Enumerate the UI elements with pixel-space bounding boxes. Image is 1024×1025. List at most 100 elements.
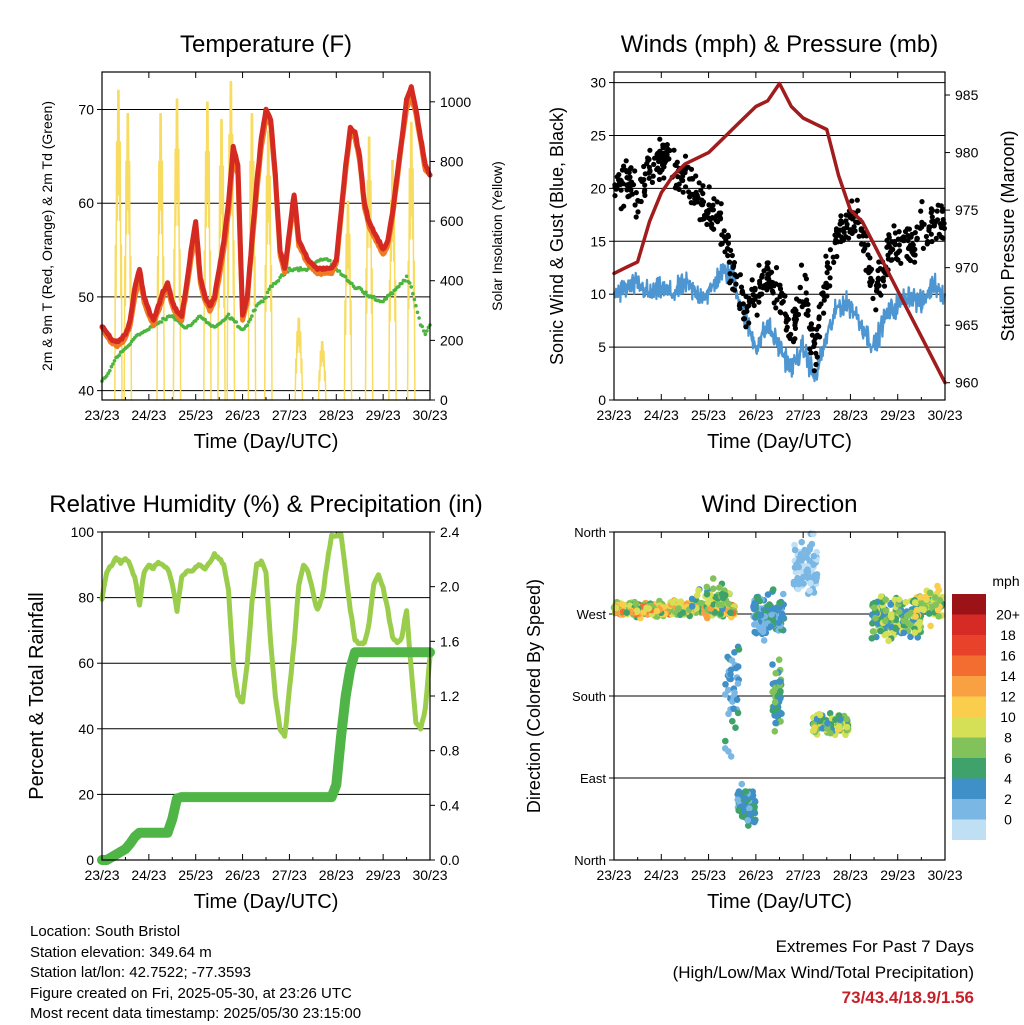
direction-point [800, 580, 807, 587]
dewpoint-point [337, 269, 342, 273]
dewpoint-point [128, 342, 132, 347]
solar-insolation-line [293, 317, 304, 401]
direction-point [935, 613, 942, 620]
direction-point [774, 706, 781, 713]
gust-point [853, 219, 859, 225]
gust-point [813, 350, 819, 356]
gust-point [803, 276, 810, 282]
direction-point [632, 600, 640, 608]
gust-point [729, 252, 735, 259]
direction-point [810, 727, 817, 734]
direction-point [887, 601, 894, 608]
gust-point [798, 262, 805, 268]
direction-point [669, 599, 676, 606]
gust-point [905, 237, 911, 244]
gust-point [939, 208, 946, 214]
gust-point [641, 163, 647, 170]
dewpoint-point [328, 258, 332, 263]
direction-point [740, 802, 747, 809]
gust-point [632, 202, 638, 208]
gust-point [814, 326, 820, 332]
dewpoint-point [343, 275, 348, 279]
direction-point [801, 546, 808, 554]
x-axis-label: Time (Day/UTC) [707, 431, 852, 453]
gust-point [617, 181, 624, 187]
direction-point [767, 623, 775, 630]
y-tick-label: 60 [78, 195, 94, 211]
x-tick-label: 28/23 [833, 407, 868, 423]
gust-point [766, 276, 772, 283]
direction-point [768, 611, 775, 618]
gust-point [876, 290, 883, 296]
gust-point [838, 238, 844, 245]
y-tick-label: 80 [78, 590, 94, 606]
direction-point [734, 709, 742, 717]
direction-point [900, 629, 908, 636]
y2-tick-label: 0.0 [440, 852, 460, 868]
gust-point [633, 190, 639, 196]
gust-point [895, 249, 901, 256]
gust-point [787, 335, 793, 342]
gust-point [646, 175, 652, 181]
y-tick-label: 10 [590, 286, 606, 302]
gust-point [642, 182, 648, 188]
direction-point [797, 551, 805, 558]
gust-point [626, 175, 632, 181]
station-latlon: Station lat/lon: 42.7522; -77.3593 [30, 964, 252, 981]
direction-point [688, 595, 696, 603]
direction-point [843, 715, 850, 723]
gust-point [774, 297, 780, 303]
direction-point [872, 614, 879, 622]
gust-point [926, 225, 932, 231]
direction-point [776, 599, 783, 607]
colorbar-swatch [952, 614, 986, 635]
solar-insolation-line [155, 112, 166, 401]
gust-point [843, 218, 849, 224]
gust-point [932, 220, 938, 226]
colorbar-swatch [952, 758, 986, 779]
direction-point [804, 566, 811, 573]
solar-insolation-line [122, 112, 133, 401]
colorbar-label: 8 [1004, 730, 1012, 746]
gust-point [773, 265, 780, 271]
plot-border [101, 531, 431, 861]
gust-point [651, 161, 657, 167]
direction-point [724, 686, 732, 694]
direction-point [819, 725, 826, 732]
gust-point [752, 287, 758, 293]
gust-point [856, 233, 862, 239]
direction-point [803, 554, 810, 561]
colorbar-label: 4 [1004, 771, 1012, 787]
gust-point [614, 174, 620, 180]
solar-insolation-line [172, 98, 182, 401]
gust-point [921, 221, 927, 227]
gust-point [727, 271, 733, 277]
direction-point [710, 585, 717, 592]
gust-point [805, 312, 811, 318]
direction-point [775, 619, 783, 626]
y2-tick-label: 0 [440, 392, 448, 408]
gust-point [929, 238, 935, 245]
dewpoint-point [203, 317, 207, 322]
direction-point [742, 788, 750, 795]
gust-point [717, 216, 724, 222]
gust-point [914, 237, 920, 243]
dewpoint-point [265, 290, 270, 295]
gust-point [662, 152, 669, 158]
direction-point [807, 579, 814, 587]
y2-tick-label: 960 [955, 375, 979, 391]
gust-point [683, 184, 689, 190]
gust-point [757, 281, 763, 287]
gust-point [881, 283, 888, 289]
direction-point [927, 622, 934, 630]
gust-point [884, 244, 890, 250]
direction-point [824, 720, 831, 727]
gust-point [933, 235, 939, 241]
dewpoint-point [390, 292, 395, 296]
gust-point [861, 241, 868, 248]
direction-point [911, 629, 919, 636]
x-tick-label: 23/23 [596, 867, 631, 883]
solar-insolation-line [225, 80, 236, 401]
gust-point [823, 253, 829, 259]
gust-point [628, 165, 634, 171]
